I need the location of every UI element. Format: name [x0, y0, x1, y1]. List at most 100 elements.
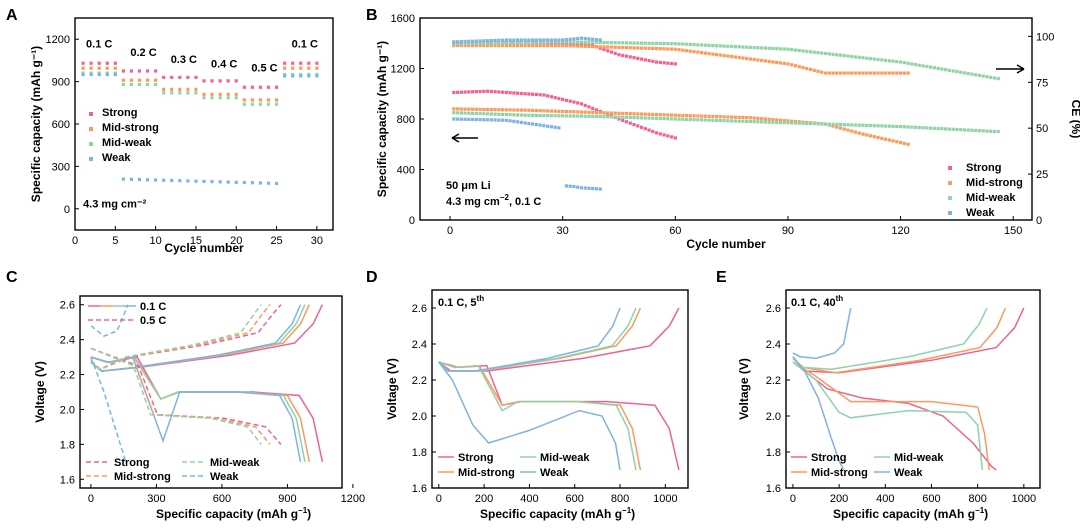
panel-a-point-weak	[226, 180, 230, 184]
panel-c-axes-frame	[79, 295, 343, 489]
panel-b-ce-point-mid-strong	[775, 60, 779, 65]
panel-b-ce-point-mid-strong	[883, 71, 888, 75]
panel-b-capacity-point-mid-strong	[602, 111, 606, 115]
panel-b-capacity-point-mid-strong	[478, 107, 482, 111]
panel-a-point-weak	[194, 179, 198, 183]
panel-b-capacity-point-mid-weak	[932, 126, 936, 130]
panel-b-ce-point-mid-strong	[459, 43, 463, 48]
panel-a-point-weak	[129, 177, 134, 181]
panel-b-legend-label: Mid-weak	[966, 192, 1016, 204]
panel-b-ce-point-mid-weak	[452, 42, 456, 46]
panel-b-capacity-point-mid-weak	[643, 116, 647, 120]
panel-b-ce-point-mid-weak	[947, 68, 951, 72]
panel-b-capacity-point-mid-strong	[876, 135, 880, 140]
panel-b-capacity-point-mid-weak	[944, 127, 948, 131]
panel-c-legend-label: Mid-strong	[114, 471, 171, 483]
panel-b-ce-point-strong	[628, 55, 632, 59]
panel-b-capacity-point-mid-weak	[459, 111, 463, 115]
panel-b-capacity-point-mid-weak	[632, 116, 636, 120]
panel-b-ce-point-mid-weak	[846, 54, 850, 58]
panel-b-capacity-point-strong	[474, 90, 478, 94]
panel-b-ce-point-mid-strong	[624, 46, 629, 50]
panel-b-capacity-point-mid-weak	[715, 118, 719, 122]
panel-b-capacity-point-mid-weak	[823, 122, 828, 126]
panel-d-legend-label: Weak	[540, 467, 569, 479]
panel-b-capacity-point-strong	[538, 93, 542, 97]
panel-b-capacity-point-strong	[576, 101, 580, 105]
panel-b-ce-point-mid-strong	[576, 44, 580, 48]
panel-b-capacity-point-mid-weak	[868, 123, 873, 128]
panel-b-ce-point-weak	[504, 38, 508, 42]
panel-b-ce-point-mid-strong	[658, 47, 662, 51]
panel-a-xtick-label: 5	[112, 235, 118, 247]
panel-b-ce-point-mid-weak	[944, 68, 948, 72]
panel-a-point-mid-strong	[234, 92, 238, 96]
panel-b-capacity-point-mid-weak	[748, 119, 753, 124]
panel-b-capacity-point-mid-strong	[880, 136, 884, 140]
panel-b-ce-point-weak	[478, 39, 482, 43]
panel-b-ce-point-mid-strong	[820, 70, 824, 74]
panel-e-charge-1	[792, 307, 1007, 374]
panel-b-ce-point-weak	[546, 38, 550, 42]
panel-b-capacity-point-mid-weak	[853, 123, 858, 127]
panel-a-point-weak	[210, 180, 214, 184]
panel-b-ce-point-strong	[624, 54, 629, 58]
panel-b-ce-point-mid-strong	[865, 71, 869, 75]
panel-b-capacity-point-strong	[501, 90, 505, 94]
panel-b-capacity-point-mid-weak	[808, 121, 813, 126]
panel-b-capacity-point-mid-strong	[752, 116, 756, 120]
panel-b-capacity-point-mid-weak	[741, 119, 745, 123]
panel-b-capacity-point-mid-weak	[970, 128, 974, 132]
panel-b-capacity-point-strong	[531, 92, 535, 96]
panel-b-ce-point-mid-strong	[816, 69, 820, 73]
panel-a-point-weak	[170, 178, 174, 183]
panel-b-ce-point-mid-weak	[485, 41, 490, 45]
panel-b-capacity-point-mid-strong	[572, 110, 576, 114]
panel-b-capacity-point-weak	[576, 185, 580, 189]
panel-b-capacity-point-mid-weak	[485, 112, 490, 116]
panel-a-xtick-label: 0	[72, 235, 78, 247]
panel-b-ce-point-mid-strong	[470, 43, 475, 48]
panel-b-capacity-point-strong	[594, 108, 599, 112]
panel-b-ce-point-mid-strong	[752, 57, 756, 62]
panel-b-ce-point-mid-weak	[850, 54, 854, 59]
panel-b-capacity-point-mid-weak	[621, 115, 625, 119]
panel-b-ce-point-mid-weak	[985, 75, 989, 79]
panel-c-charge-01c-3	[90, 304, 302, 372]
panel-b-ce-point-mid-weak	[752, 45, 756, 50]
panel-b-capacity-point-strong	[621, 118, 625, 122]
panel-b-ce-point-weak	[463, 39, 467, 44]
panel-a-point-strong	[258, 85, 263, 89]
panel-b-capacity-point-mid-strong	[553, 109, 557, 113]
panel-b-capacity-point-strong	[542, 93, 546, 97]
panel-b-capacity-point-mid-weak	[504, 112, 508, 117]
panel-b-capacity-point-mid-weak	[508, 113, 512, 117]
panel-b-capacity-point-mid-strong	[666, 113, 670, 117]
panel-b-capacity-point-weak	[594, 187, 599, 191]
panel-a-point-mid-weak	[202, 96, 206, 100]
panel-b-ce-point-mid-weak	[699, 43, 704, 47]
panel-b-right-arrow	[996, 64, 1025, 74]
panel-d-ytick-label: 2.2	[412, 375, 427, 387]
panel-c-xtick-label: 1200	[341, 493, 365, 505]
panel-b-capacity-point-mid-strong	[587, 110, 591, 114]
panel-b-ce-point-mid-weak	[639, 41, 644, 45]
panel-b-ce-point-mid-weak	[470, 41, 475, 45]
panel-b-ce-point-mid-weak	[880, 58, 884, 62]
panel-b-capacity-point-mid-weak	[936, 126, 940, 131]
panel-d-legend-label: Mid-weak	[540, 452, 590, 464]
panel-b-capacity-point-mid-weak	[985, 129, 989, 133]
panel-b-capacity-point-mid-strong	[786, 119, 790, 123]
panel-b-ce-point-mid-weak	[662, 41, 666, 46]
panel-a-point-strong	[162, 75, 166, 79]
panel-a-point-strong	[218, 79, 222, 83]
panel-b-capacity-point-mid-weak	[598, 114, 602, 119]
panel-b-capacity-point-strong	[636, 124, 640, 128]
panel-b-ce-point-mid-weak	[519, 40, 523, 45]
panel-b-capacity-point-strong	[662, 133, 666, 137]
panel-a-point-strong	[170, 75, 174, 79]
panel-b-ce-point-mid-weak	[760, 46, 764, 50]
panel-b-capacity-point-weak	[512, 119, 516, 123]
panel-a-point-mid-strong	[250, 98, 254, 102]
panel-a-point-weak	[250, 181, 254, 185]
